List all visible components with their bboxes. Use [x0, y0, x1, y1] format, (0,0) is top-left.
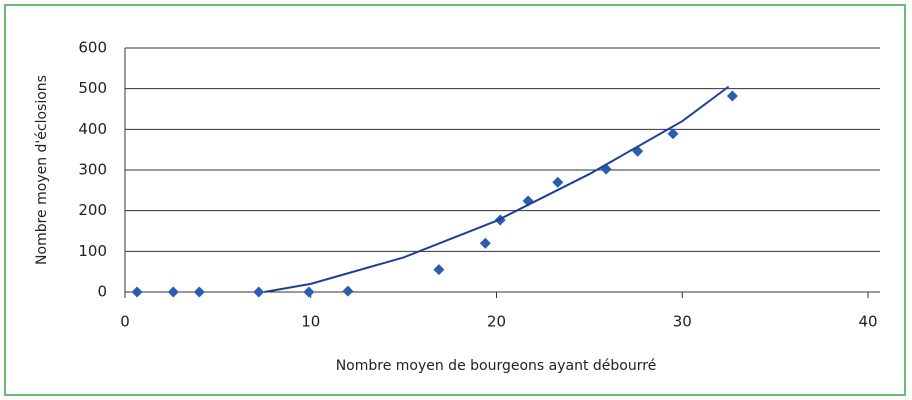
y-tick-label: 500	[78, 79, 107, 97]
x-axis-label: Nombre moyen de bourgeons ayant débourré	[336, 358, 657, 374]
point	[193, 286, 205, 298]
point	[667, 128, 679, 140]
point	[167, 286, 179, 298]
x-tick-label: 20	[487, 313, 506, 331]
point	[253, 286, 265, 298]
y-tick-label: 100	[78, 242, 107, 260]
x-tick-label: 0	[120, 313, 130, 331]
point	[342, 285, 354, 297]
trend-line	[264, 85, 730, 293]
y-tick-label: 600	[78, 39, 107, 57]
point	[726, 90, 738, 102]
y-tick-label: 400	[78, 120, 107, 138]
y-tick-label: 300	[78, 161, 107, 179]
point	[131, 286, 143, 298]
x-tick-label: 40	[858, 313, 877, 331]
x-tick-label: 10	[301, 313, 320, 331]
point	[433, 264, 445, 276]
y-tick-label: 0	[97, 283, 107, 301]
point	[303, 286, 315, 298]
y-axis-label: Nombre moyen d'éclosions	[34, 75, 50, 265]
frame	[4, 4, 906, 396]
x-tick-label: 30	[673, 313, 692, 331]
point	[479, 237, 491, 249]
y-tick-label: 200	[78, 201, 107, 219]
point	[552, 176, 564, 188]
